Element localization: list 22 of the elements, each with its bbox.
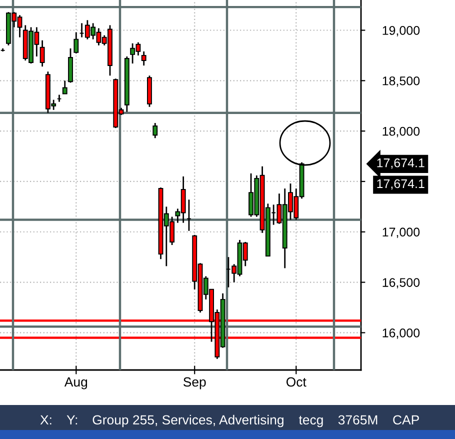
text: 17,674.1 bbox=[377, 179, 424, 190]
candlestick bbox=[141, 50, 146, 66]
text: Group 255, Services, Advertising bbox=[92, 414, 284, 428]
y-tick-label: 18,500 bbox=[382, 76, 420, 87]
text: Y: bbox=[66, 415, 78, 424]
text: 17,674.1 bbox=[377, 158, 424, 169]
x-tick-label: Aug bbox=[64, 377, 88, 390]
x-tick-label: Sep bbox=[183, 377, 206, 390]
candlestick bbox=[74, 32, 79, 54]
candlestick bbox=[62, 80, 68, 94]
y-tick-label: 17,000 bbox=[382, 228, 420, 238]
text: X: bbox=[40, 415, 52, 424]
candlestick bbox=[40, 40, 45, 68]
text: 3765M bbox=[338, 415, 378, 425]
y-tick-label: 16,000 bbox=[382, 328, 420, 339]
candlestick bbox=[152, 122, 158, 139]
y-tick-label: 16,500 bbox=[382, 278, 420, 288]
x-tick-label: Oct bbox=[286, 377, 306, 387]
text: CAP bbox=[393, 415, 419, 425]
text: tecg bbox=[298, 416, 323, 428]
y-tick-label: 19,000 bbox=[382, 26, 420, 36]
y-tick-label: 18,000 bbox=[382, 126, 420, 138]
